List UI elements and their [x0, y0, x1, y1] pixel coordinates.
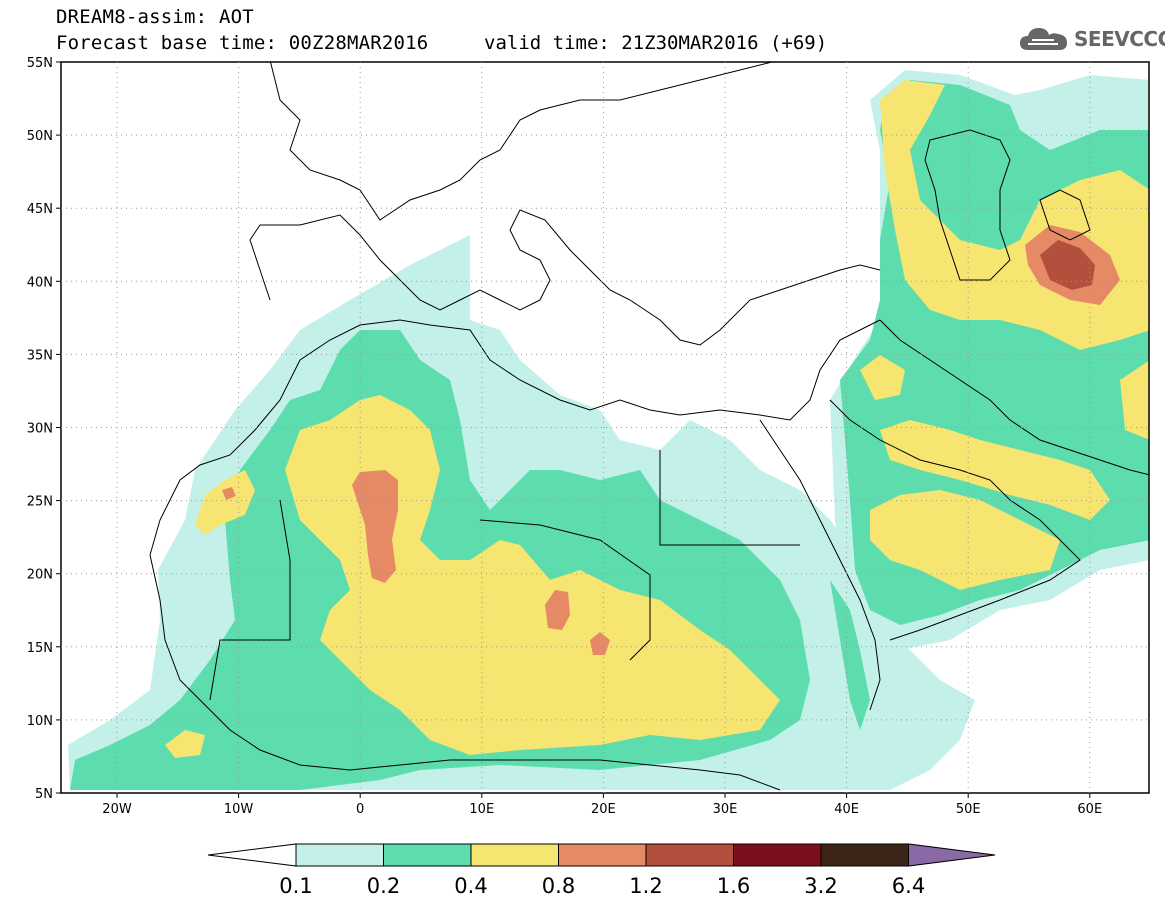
- colorbar-label: 0.1: [279, 874, 312, 898]
- colorbar-segment: [470, 843, 559, 867]
- lon-label: 20E: [591, 802, 616, 817]
- colorbar-label: 1.2: [629, 874, 662, 898]
- lon-label: 10E: [469, 802, 494, 817]
- colorbar-left-arrow: [207, 843, 297, 867]
- colorbar-segment: [558, 843, 647, 867]
- lon-label: 40E: [834, 802, 859, 817]
- lat-label: 40N: [27, 275, 53, 290]
- colorbar-segment: [645, 843, 734, 867]
- lat-label: 5N: [35, 787, 53, 802]
- cloud-icon: [1020, 28, 1067, 50]
- lat-labels: 55N 50N 45N 40N 35N 30N 25N 20N 15N 10N 5N: [27, 56, 53, 802]
- colorbar-segment: [733, 843, 822, 867]
- lat-label: 30N: [27, 422, 53, 437]
- aot-field: [68, 70, 1149, 790]
- colorbar-label: 0.2: [367, 874, 400, 898]
- lat-label: 45N: [27, 202, 53, 217]
- lon-label: 50E: [956, 802, 981, 817]
- lat-label: 10N: [27, 714, 53, 729]
- colorbar-segment: [295, 843, 384, 867]
- colorbar-right-arrow: [908, 843, 996, 867]
- lat-label: 25N: [27, 495, 53, 510]
- lon-label: 60E: [1077, 802, 1102, 817]
- forecast-base-time: Forecast base time: 00Z28MAR2016: [56, 32, 429, 54]
- colorbar-label: 6.4: [892, 874, 925, 898]
- lat-label: 35N: [27, 348, 53, 363]
- lat-label: 55N: [27, 56, 53, 71]
- colorbar-segment: [820, 843, 909, 867]
- coastlines: [149, 62, 1149, 791]
- aot-level-0-4: [165, 80, 1149, 758]
- lat-label: 15N: [27, 641, 53, 656]
- lon-label: 10W: [224, 802, 254, 817]
- lat-label: 50N: [27, 129, 53, 144]
- lon-label: 30E: [713, 802, 738, 817]
- lat-label: 20N: [27, 568, 53, 583]
- lon-labels: 20W 10W 0 10E 20E 30E 40E 50E 60E: [102, 802, 1102, 817]
- colorbar-label: 0.4: [454, 874, 487, 898]
- colorbar-segment: [383, 843, 472, 867]
- seevccc-logo: SEEVCCC: [1018, 22, 1165, 56]
- graticule: [56, 61, 1149, 798]
- aot-level-1-2: [1040, 240, 1095, 290]
- lon-label: 20W: [102, 802, 132, 817]
- chart-title: DREAM8-assim: AOT: [56, 6, 254, 28]
- colorbar-label: 3.2: [804, 874, 837, 898]
- colorbar: 0.1 0.2 0.4 0.8 1.2 1.6 3.2 6.4: [207, 843, 996, 898]
- logo-text: SEEVCCC: [1074, 27, 1165, 51]
- colorbar-label: 0.8: [542, 874, 575, 898]
- lon-label: 0: [356, 802, 364, 817]
- colorbar-label: 1.6: [717, 874, 750, 898]
- valid-time: valid time: 21Z30MAR2016 (+69): [484, 32, 828, 54]
